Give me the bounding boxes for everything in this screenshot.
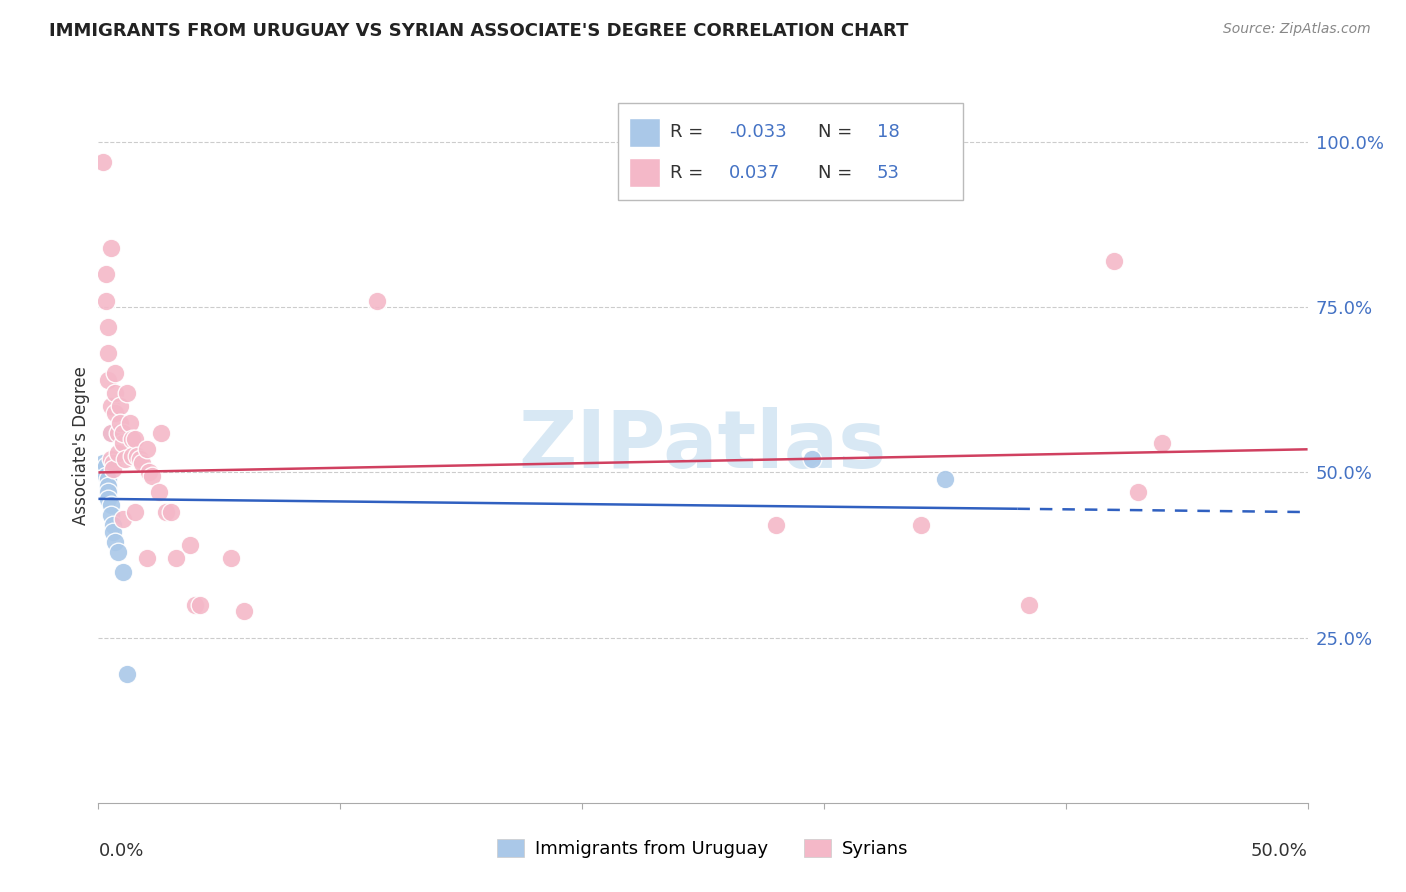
Point bbox=[184, 598, 207, 612]
Point bbox=[97, 472, 120, 486]
Point bbox=[1152, 435, 1174, 450]
Point bbox=[94, 458, 117, 473]
Text: N =: N = bbox=[818, 164, 858, 182]
Point bbox=[94, 468, 117, 483]
Point bbox=[100, 452, 122, 467]
Legend: Immigrants from Uruguay, Syrians: Immigrants from Uruguay, Syrians bbox=[491, 831, 915, 865]
Point bbox=[141, 468, 163, 483]
Text: IMMIGRANTS FROM URUGUAY VS SYRIAN ASSOCIATE'S DEGREE CORRELATION CHART: IMMIGRANTS FROM URUGUAY VS SYRIAN ASSOCI… bbox=[49, 22, 908, 40]
Point bbox=[148, 485, 170, 500]
Point bbox=[910, 518, 932, 533]
Text: R =: R = bbox=[671, 123, 709, 141]
Point bbox=[188, 598, 211, 612]
Point bbox=[107, 545, 129, 559]
Point bbox=[104, 406, 127, 420]
Point bbox=[138, 466, 160, 480]
Point bbox=[100, 400, 122, 414]
Point bbox=[97, 491, 120, 506]
Point bbox=[118, 416, 141, 430]
Point bbox=[111, 511, 134, 525]
Point bbox=[100, 425, 122, 440]
Point bbox=[100, 241, 122, 255]
Point bbox=[135, 551, 157, 566]
Point bbox=[97, 478, 120, 492]
Point bbox=[111, 565, 134, 579]
Text: Source: ZipAtlas.com: Source: ZipAtlas.com bbox=[1223, 22, 1371, 37]
Point bbox=[91, 456, 114, 470]
Point bbox=[108, 400, 131, 414]
Point bbox=[107, 425, 129, 440]
Point bbox=[111, 435, 134, 450]
Point bbox=[97, 373, 120, 387]
Point bbox=[165, 551, 187, 566]
Point bbox=[232, 604, 254, 618]
Point bbox=[150, 425, 173, 440]
Point bbox=[101, 518, 124, 533]
Point bbox=[121, 433, 143, 447]
Point bbox=[135, 442, 157, 457]
Point bbox=[114, 452, 136, 467]
Text: R =: R = bbox=[671, 164, 709, 182]
Point bbox=[104, 367, 127, 381]
Text: ZIPatlas: ZIPatlas bbox=[519, 407, 887, 485]
Point bbox=[111, 425, 134, 440]
Point bbox=[765, 518, 787, 533]
Point bbox=[124, 505, 146, 519]
Text: 53: 53 bbox=[877, 164, 900, 182]
Point bbox=[101, 456, 124, 470]
Point bbox=[934, 472, 956, 486]
Point bbox=[104, 534, 127, 549]
Point bbox=[221, 551, 243, 566]
Text: 50.0%: 50.0% bbox=[1251, 842, 1308, 860]
Y-axis label: Associate's Degree: Associate's Degree bbox=[72, 367, 90, 525]
Point bbox=[107, 445, 129, 459]
Point bbox=[155, 505, 177, 519]
Point bbox=[108, 416, 131, 430]
Point bbox=[91, 154, 114, 169]
Point bbox=[104, 386, 127, 401]
Point bbox=[117, 386, 139, 401]
Point bbox=[127, 449, 149, 463]
Point bbox=[100, 425, 122, 440]
Text: -0.033: -0.033 bbox=[728, 123, 786, 141]
Point bbox=[160, 505, 183, 519]
Text: 0.0%: 0.0% bbox=[98, 842, 143, 860]
Point bbox=[101, 524, 124, 539]
Point bbox=[1102, 254, 1125, 268]
Point bbox=[131, 456, 153, 470]
Point bbox=[100, 508, 122, 523]
Point bbox=[179, 538, 201, 552]
Point bbox=[1128, 485, 1150, 500]
Text: 0.037: 0.037 bbox=[728, 164, 780, 182]
Point bbox=[97, 320, 120, 334]
Point bbox=[94, 293, 117, 308]
Point bbox=[128, 452, 150, 467]
Point bbox=[100, 499, 122, 513]
Point bbox=[121, 449, 143, 463]
Point bbox=[117, 667, 139, 681]
Point bbox=[1018, 598, 1040, 612]
Text: 18: 18 bbox=[877, 123, 900, 141]
Point bbox=[97, 346, 120, 360]
Point bbox=[94, 267, 117, 281]
Point bbox=[101, 462, 124, 476]
Point bbox=[97, 485, 120, 500]
Point bbox=[800, 452, 823, 467]
Point bbox=[124, 433, 146, 447]
Text: N =: N = bbox=[818, 123, 858, 141]
Point bbox=[366, 293, 388, 308]
